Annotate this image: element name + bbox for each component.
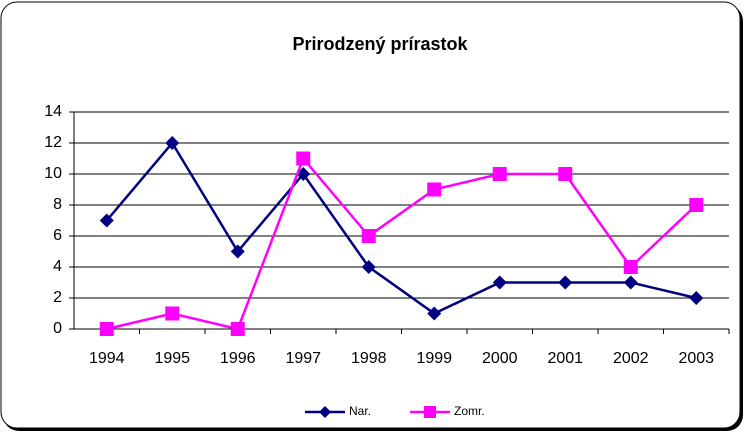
y-tick-label: 2 [53, 289, 62, 306]
data-point [689, 291, 704, 305]
data-point [623, 260, 638, 274]
data-point [165, 306, 180, 321]
legend-marker [319, 406, 331, 418]
data-point [427, 306, 442, 321]
x-tick-label: 1996 [220, 350, 256, 367]
legend-marker [424, 406, 436, 418]
series-line [106, 156, 698, 331]
y-tick-label: 8 [53, 196, 62, 213]
data-point [558, 275, 573, 290]
data-point [492, 275, 507, 290]
data-point [361, 229, 376, 243]
legend-label: Nar. [349, 404, 371, 418]
y-tick-label: 6 [53, 227, 62, 244]
data-point [492, 167, 507, 181]
data-point [427, 182, 442, 197]
legend-label: Zomr. [454, 404, 485, 418]
y-tick-label: 4 [53, 258, 62, 275]
y-tick-label: 0 [53, 320, 62, 337]
data-point [623, 275, 638, 290]
y-tick-label: 10 [44, 165, 62, 182]
x-tick-label: 2001 [547, 350, 583, 367]
data-point [558, 167, 573, 181]
data-point [99, 322, 114, 336]
x-tick-label: 2002 [613, 350, 649, 367]
x-tick-label: 1994 [89, 350, 125, 367]
data-point [689, 198, 704, 212]
series-line [105, 140, 697, 315]
x-tick-label: 1999 [416, 350, 452, 367]
chart-title: Prirodzený prírastok [292, 34, 468, 54]
x-tick-label: 1997 [285, 350, 321, 367]
y-tick-label: 12 [44, 134, 62, 151]
data-point [296, 151, 311, 166]
x-tick-label: 2000 [482, 350, 518, 367]
x-tick-label: 2003 [678, 350, 714, 367]
data-point [230, 244, 245, 259]
data-point [230, 322, 245, 336]
y-tick-label: 14 [44, 103, 62, 120]
data-point [99, 213, 114, 228]
x-tick-label: 1998 [351, 350, 387, 367]
frame [0, 1, 741, 429]
data-point [165, 136, 180, 150]
x-tick-label: 1995 [154, 350, 190, 367]
data-point [361, 260, 376, 274]
